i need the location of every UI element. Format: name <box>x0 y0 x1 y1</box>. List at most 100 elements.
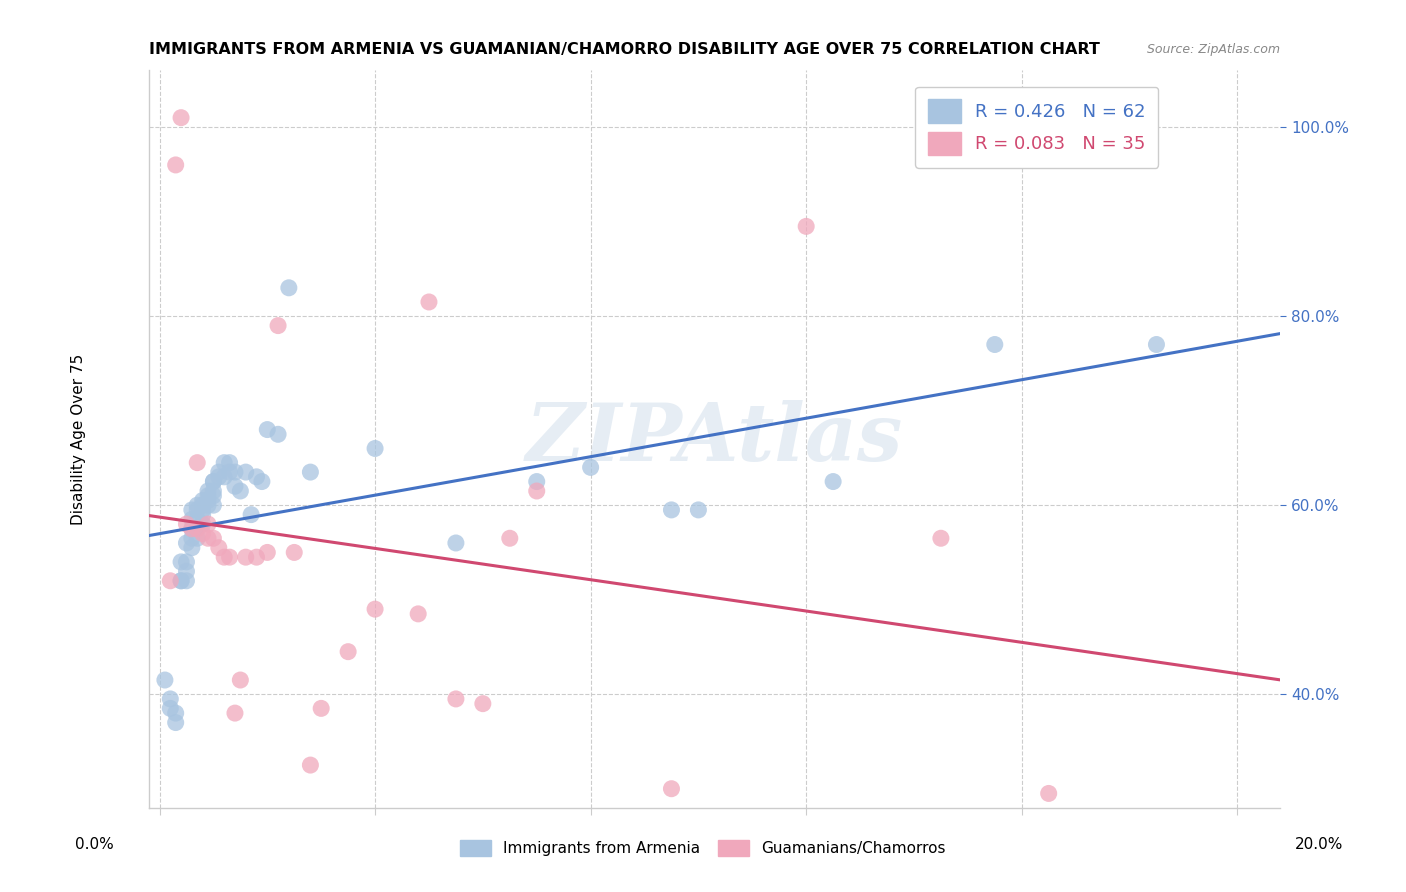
Point <box>661 503 683 517</box>
Point <box>218 456 240 470</box>
Point <box>229 483 252 498</box>
Point <box>212 470 235 484</box>
Point <box>186 456 208 470</box>
Point <box>526 483 548 498</box>
Point <box>165 706 187 720</box>
Point <box>186 531 208 545</box>
Point <box>202 475 225 489</box>
Point <box>245 470 267 484</box>
Point <box>267 318 290 333</box>
Point <box>267 427 290 442</box>
Point <box>299 465 322 479</box>
Point <box>180 522 202 536</box>
Point <box>471 697 494 711</box>
Point <box>165 158 187 172</box>
Text: 0.0%: 0.0% <box>75 838 114 852</box>
Point <box>444 536 467 550</box>
Point <box>202 475 225 489</box>
Point <box>1146 337 1168 351</box>
Point <box>165 715 187 730</box>
Point <box>250 475 273 489</box>
Point <box>299 758 322 772</box>
Point <box>309 701 332 715</box>
Point <box>180 531 202 545</box>
Point <box>176 517 198 532</box>
Point <box>256 545 278 559</box>
Point <box>202 483 225 498</box>
Y-axis label: Disability Age Over 75: Disability Age Over 75 <box>72 353 86 524</box>
Point <box>283 545 305 559</box>
Point <box>229 673 252 687</box>
Point <box>197 517 219 532</box>
Point <box>224 706 246 720</box>
Point <box>191 498 214 512</box>
Point <box>1038 787 1060 801</box>
Point <box>212 456 235 470</box>
Point <box>159 692 181 706</box>
Point <box>256 423 278 437</box>
Point <box>202 531 225 545</box>
Point <box>277 281 299 295</box>
Point <box>191 508 214 522</box>
Point <box>170 574 193 588</box>
Point <box>661 781 683 796</box>
Point <box>153 673 176 687</box>
Point <box>180 512 202 526</box>
Legend: R = 0.426   N = 62, R = 0.083   N = 35: R = 0.426 N = 62, R = 0.083 N = 35 <box>915 87 1159 168</box>
Point <box>208 465 231 479</box>
Point <box>579 460 602 475</box>
Point <box>191 503 214 517</box>
Point <box>197 483 219 498</box>
Point <box>186 512 208 526</box>
Text: ZIPAtlas: ZIPAtlas <box>526 401 903 478</box>
Point <box>170 574 193 588</box>
Point <box>224 479 246 493</box>
Point <box>180 541 202 555</box>
Point <box>364 602 387 616</box>
Point <box>170 111 193 125</box>
Point <box>499 531 522 545</box>
Point <box>197 498 219 512</box>
Point <box>208 541 231 555</box>
Point <box>337 645 360 659</box>
Point <box>186 522 208 536</box>
Point <box>364 442 387 456</box>
Point <box>197 489 219 503</box>
Point <box>235 465 257 479</box>
Point <box>197 531 219 545</box>
Text: Source: ZipAtlas.com: Source: ZipAtlas.com <box>1147 43 1281 55</box>
Point <box>186 498 208 512</box>
Point <box>176 555 198 569</box>
Point <box>212 550 235 565</box>
Point <box>526 475 548 489</box>
Point <box>197 493 219 508</box>
Point <box>208 470 231 484</box>
Text: 20.0%: 20.0% <box>1295 838 1343 852</box>
Point <box>218 465 240 479</box>
Text: IMMIGRANTS FROM ARMENIA VS GUAMANIAN/CHAMORRO DISABILITY AGE OVER 75 CORRELATION: IMMIGRANTS FROM ARMENIA VS GUAMANIAN/CHA… <box>149 42 1099 57</box>
Point <box>170 555 193 569</box>
Point <box>186 503 208 517</box>
Point <box>191 493 214 508</box>
Point <box>218 550 240 565</box>
Point <box>176 574 198 588</box>
Point <box>186 522 208 536</box>
Point <box>180 503 202 517</box>
Point <box>176 565 198 579</box>
Point <box>191 526 214 541</box>
Point <box>406 607 429 621</box>
Point <box>235 550 257 565</box>
Point <box>794 219 817 234</box>
Point <box>159 574 181 588</box>
Point <box>929 531 952 545</box>
Point <box>176 536 198 550</box>
Point <box>823 475 845 489</box>
Point <box>202 498 225 512</box>
Point <box>180 522 202 536</box>
Point <box>245 550 267 565</box>
Point <box>191 517 214 532</box>
Point <box>444 692 467 706</box>
Point <box>418 295 440 310</box>
Point <box>202 489 225 503</box>
Point <box>688 503 710 517</box>
